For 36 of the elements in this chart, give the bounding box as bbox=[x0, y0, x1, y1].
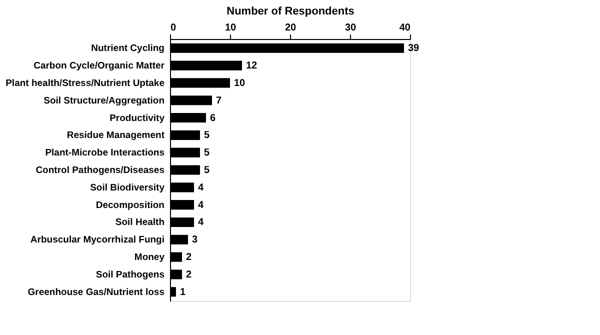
data-label: 4 bbox=[198, 200, 204, 211]
y-tick-label: Soil Biodiversity bbox=[90, 182, 166, 194]
x-tick-label: 10 bbox=[224, 22, 236, 34]
data-label: 4 bbox=[198, 217, 204, 228]
y-tick-label: Soil Structure/Aggregation bbox=[44, 95, 165, 106]
data-label: 7 bbox=[216, 95, 222, 106]
y-tick-label: Nutrient Cycling bbox=[91, 43, 165, 54]
data-label: 6 bbox=[210, 112, 216, 124]
data-label: 5 bbox=[204, 165, 210, 176]
data-label: 1 bbox=[180, 286, 186, 298]
x-tick-label: 40 bbox=[399, 22, 411, 34]
data-label: 12 bbox=[246, 60, 258, 72]
y-tick-label: Arbuscular Mycorrhizal Fungi bbox=[30, 234, 164, 246]
x-tick-label: 0 bbox=[170, 22, 176, 34]
y-tick-label: Productivity bbox=[110, 112, 166, 124]
y-tick-label: Soil Pathogens bbox=[96, 269, 164, 280]
data-label: 4 bbox=[198, 182, 204, 194]
data-label: 5 bbox=[204, 130, 210, 142]
y-tick-label: Control Pathogens/Diseases bbox=[36, 165, 164, 176]
y-tick-label: Residue Management bbox=[66, 130, 166, 142]
y-tick-label: Greenhouse Gas/Nutrient loss bbox=[28, 286, 164, 298]
data-label: 5 bbox=[204, 148, 210, 159]
y-tick-label: Carbon Cycle/Organic Matter bbox=[34, 60, 165, 72]
x-tick-label: 30 bbox=[344, 22, 356, 34]
y-tick-label: Plant-Microbe Interactions bbox=[45, 148, 164, 159]
data-label: 2 bbox=[186, 252, 192, 264]
y-tick-label: Plant health/Stress/Nutrient Uptake bbox=[6, 78, 164, 89]
data-label: 2 bbox=[186, 269, 192, 280]
data-label: 3 bbox=[192, 234, 198, 246]
y-tick-label: Decomposition bbox=[96, 200, 165, 211]
y-tick-label: Soil Health bbox=[115, 217, 165, 228]
data-label: 10 bbox=[234, 78, 246, 89]
y-tick-label: Money bbox=[134, 252, 166, 264]
x-tick-label: 20 bbox=[284, 22, 296, 34]
data-label: 39 bbox=[408, 43, 420, 54]
x-axis-title: Number of Respondents bbox=[226, 6, 354, 18]
